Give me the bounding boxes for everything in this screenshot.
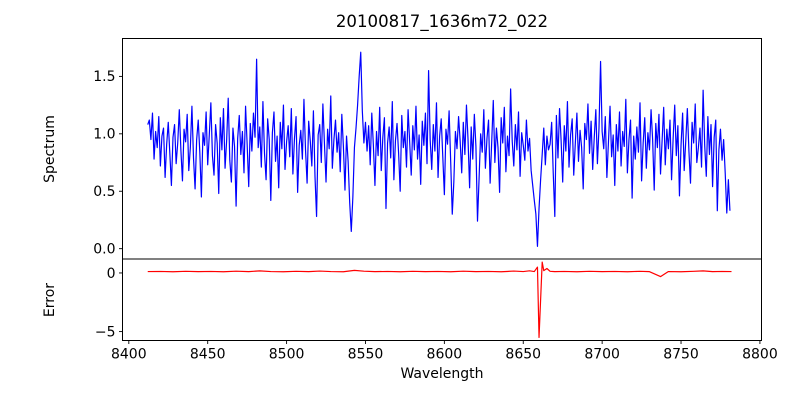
- y-tick-label: 1.0: [93, 127, 115, 143]
- spectrum-y-ticks: 0.0 0.5 1.0 1.5: [93, 69, 123, 257]
- x-tick-label: 8600: [427, 347, 463, 363]
- x-tick-label: 8500: [269, 347, 305, 363]
- error-y-ticks: 0 −5: [95, 266, 123, 340]
- x-tick-label: 8550: [348, 347, 384, 363]
- x-ticks: 8400 8450 8500 8550 8600 8650 8700 8750 8800: [111, 340, 778, 363]
- x-tick-label: 8750: [663, 347, 699, 363]
- y-tick-label: −5: [95, 324, 116, 340]
- x-tick-label: 8700: [584, 347, 620, 363]
- y-tick-label: 0.0: [93, 241, 115, 257]
- x-tick-label: 8450: [190, 347, 226, 363]
- error-axes-spine: [122, 258, 762, 341]
- y-tick-label: 0.5: [93, 184, 115, 200]
- chart-title: 20100817_1636m72_022: [335, 12, 549, 31]
- y-tick-label: 0: [107, 266, 116, 282]
- y-tick-label: 1.5: [93, 69, 115, 85]
- x-tick-label: 8800: [742, 347, 778, 363]
- x-tick-label: 8650: [505, 347, 541, 363]
- error-line: [147, 261, 732, 339]
- spectrum-line: [147, 51, 731, 247]
- x-tick-label: 8400: [111, 347, 147, 363]
- x-axis-label: Wavelength: [400, 366, 484, 382]
